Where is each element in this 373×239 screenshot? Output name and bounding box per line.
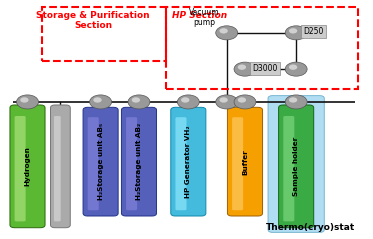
Text: Thermo(cryo)stat: Thermo(cryo)stat (266, 223, 355, 232)
Circle shape (132, 97, 140, 103)
FancyBboxPatch shape (50, 105, 70, 228)
Circle shape (93, 97, 102, 103)
Text: Vacuum
pump: Vacuum pump (189, 8, 219, 27)
FancyBboxPatch shape (88, 117, 99, 210)
FancyBboxPatch shape (279, 105, 314, 228)
Circle shape (289, 65, 297, 70)
Circle shape (20, 97, 29, 103)
Circle shape (289, 97, 297, 103)
Circle shape (128, 95, 150, 109)
FancyBboxPatch shape (15, 116, 26, 221)
Circle shape (90, 95, 112, 109)
Circle shape (178, 95, 199, 109)
Circle shape (285, 62, 307, 76)
FancyBboxPatch shape (171, 107, 206, 216)
Text: Storage & Purification
Section: Storage & Purification Section (37, 11, 150, 30)
FancyBboxPatch shape (10, 105, 45, 228)
Bar (166, 7, 358, 89)
Text: Sample holder: Sample holder (293, 137, 299, 196)
FancyBboxPatch shape (175, 117, 186, 210)
Text: H₂Storage unit AB₅: H₂Storage unit AB₅ (98, 123, 104, 200)
FancyBboxPatch shape (122, 107, 157, 216)
FancyBboxPatch shape (54, 116, 61, 221)
FancyBboxPatch shape (126, 117, 137, 210)
Circle shape (234, 62, 256, 76)
Circle shape (216, 95, 238, 109)
Circle shape (219, 28, 228, 33)
Circle shape (16, 95, 38, 109)
FancyBboxPatch shape (83, 107, 118, 216)
FancyBboxPatch shape (232, 117, 243, 210)
Circle shape (234, 95, 256, 109)
FancyBboxPatch shape (228, 107, 263, 216)
Circle shape (219, 97, 228, 103)
Circle shape (238, 65, 246, 70)
Bar (42, 7, 166, 61)
Circle shape (285, 95, 307, 109)
Text: HP Section: HP Section (172, 11, 227, 20)
Text: D3000: D3000 (252, 64, 278, 73)
Text: Hydrogen: Hydrogen (25, 147, 31, 186)
Circle shape (289, 28, 297, 33)
Circle shape (285, 26, 307, 40)
Text: HP Generator VH₂: HP Generator VH₂ (185, 125, 191, 198)
Text: D250: D250 (304, 27, 324, 36)
Text: H₂Storage unit AB₂: H₂Storage unit AB₂ (136, 123, 142, 200)
Circle shape (216, 26, 238, 40)
FancyBboxPatch shape (268, 96, 324, 232)
Circle shape (181, 97, 189, 103)
Circle shape (238, 97, 246, 103)
Text: Buffer: Buffer (242, 149, 248, 174)
FancyBboxPatch shape (283, 116, 294, 221)
